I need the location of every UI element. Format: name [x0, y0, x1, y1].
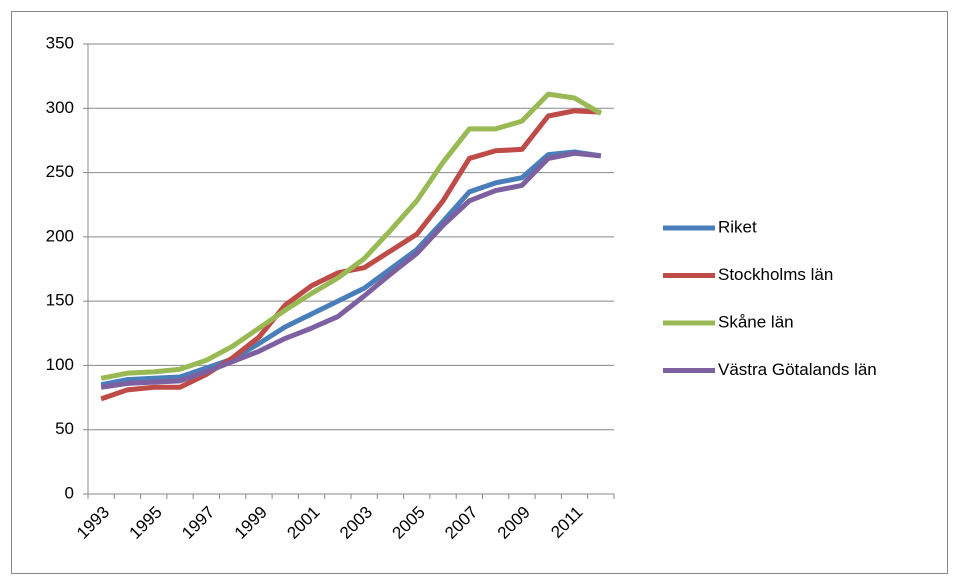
- y-tick-label: 250: [46, 162, 74, 181]
- data-line: [100, 149, 602, 388]
- legend-label: Skåne län: [718, 312, 794, 331]
- y-tick-label: 100: [46, 355, 74, 374]
- data-line: [100, 150, 602, 390]
- chart-border: [11, 11, 948, 574]
- y-tick-label: 350: [46, 33, 74, 52]
- y-tick-label: 200: [46, 226, 74, 245]
- data-line: [100, 91, 603, 381]
- y-tick-label: 0: [65, 483, 74, 502]
- y-tick-label: 300: [46, 98, 74, 117]
- legend-label: Västra Götalands län: [718, 360, 877, 379]
- legend-label: Stockholms län: [718, 265, 833, 284]
- y-tick-label: 150: [46, 291, 74, 310]
- y-tick-label: 50: [55, 419, 74, 438]
- legend-label: Riket: [718, 217, 757, 236]
